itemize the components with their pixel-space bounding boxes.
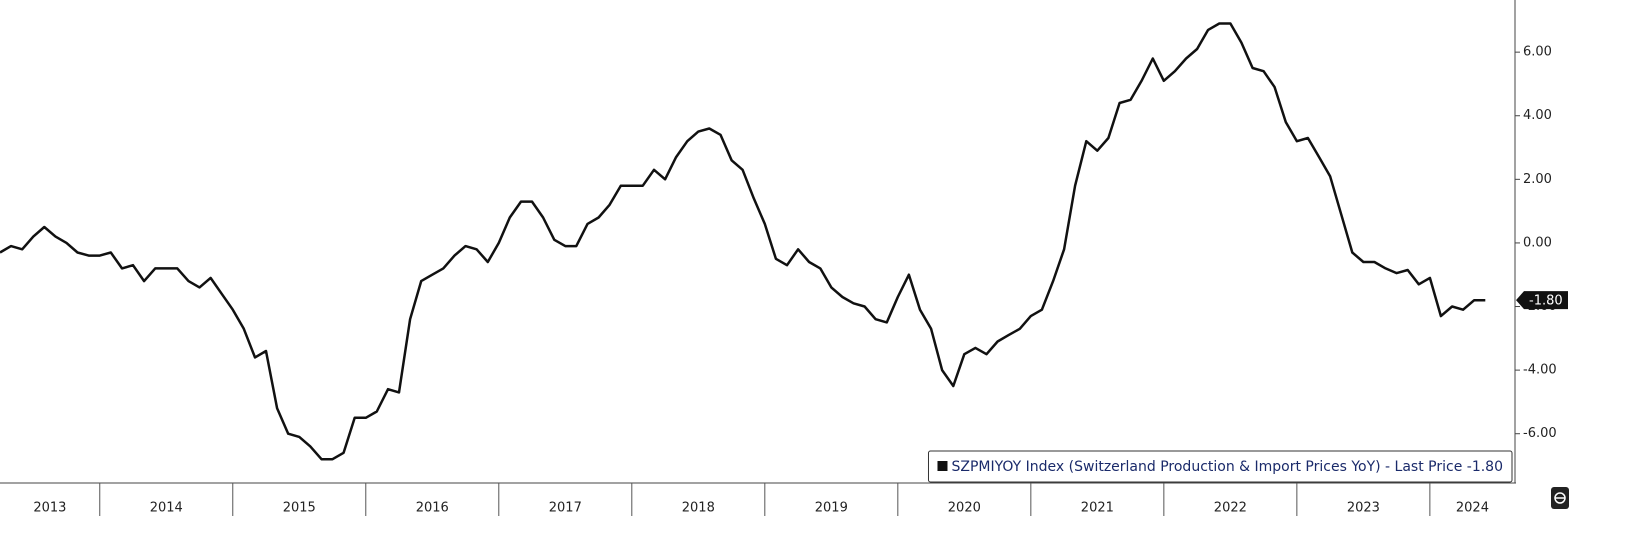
x-tick-label: 2014 xyxy=(150,501,183,516)
legend: SZPMIYOY Index (Switzerland Production &… xyxy=(927,450,1513,483)
x-tick-label: 2013 xyxy=(33,501,66,516)
legend-box xyxy=(927,450,1513,483)
x-tick-label: 2021 xyxy=(1081,501,1114,516)
x-tick-label: 2022 xyxy=(1214,501,1247,516)
x-tick-label: 2017 xyxy=(549,501,582,516)
x-tick-label: 2019 xyxy=(815,501,848,516)
y-tick-label: -6.00 xyxy=(1523,426,1557,441)
legend-label: SZPMIYOY Index (Switzerland Production &… xyxy=(951,459,1503,475)
last-price-tag xyxy=(1516,291,1568,310)
x-tick-label: 2016 xyxy=(416,501,449,516)
y-tick-label: 0.00 xyxy=(1523,235,1552,250)
settings-icon[interactable] xyxy=(1551,487,1569,509)
x-tick-label: 2018 xyxy=(682,501,715,516)
x-tick-label: 2020 xyxy=(948,501,981,516)
x-tick-label: 2023 xyxy=(1347,501,1380,516)
legend-swatch xyxy=(937,461,948,471)
x-tick-label: 2024 xyxy=(1456,501,1489,516)
y-tick-label: 6.00 xyxy=(1523,45,1552,60)
series-line xyxy=(0,22,1486,461)
last-price-label: -1.80 xyxy=(1529,294,1563,309)
y-tick-label: 4.00 xyxy=(1523,108,1552,123)
y-tick-label: -4.00 xyxy=(1523,363,1557,378)
x-tick-label: 2015 xyxy=(283,501,316,516)
y-tick-label: 2.00 xyxy=(1523,172,1552,187)
